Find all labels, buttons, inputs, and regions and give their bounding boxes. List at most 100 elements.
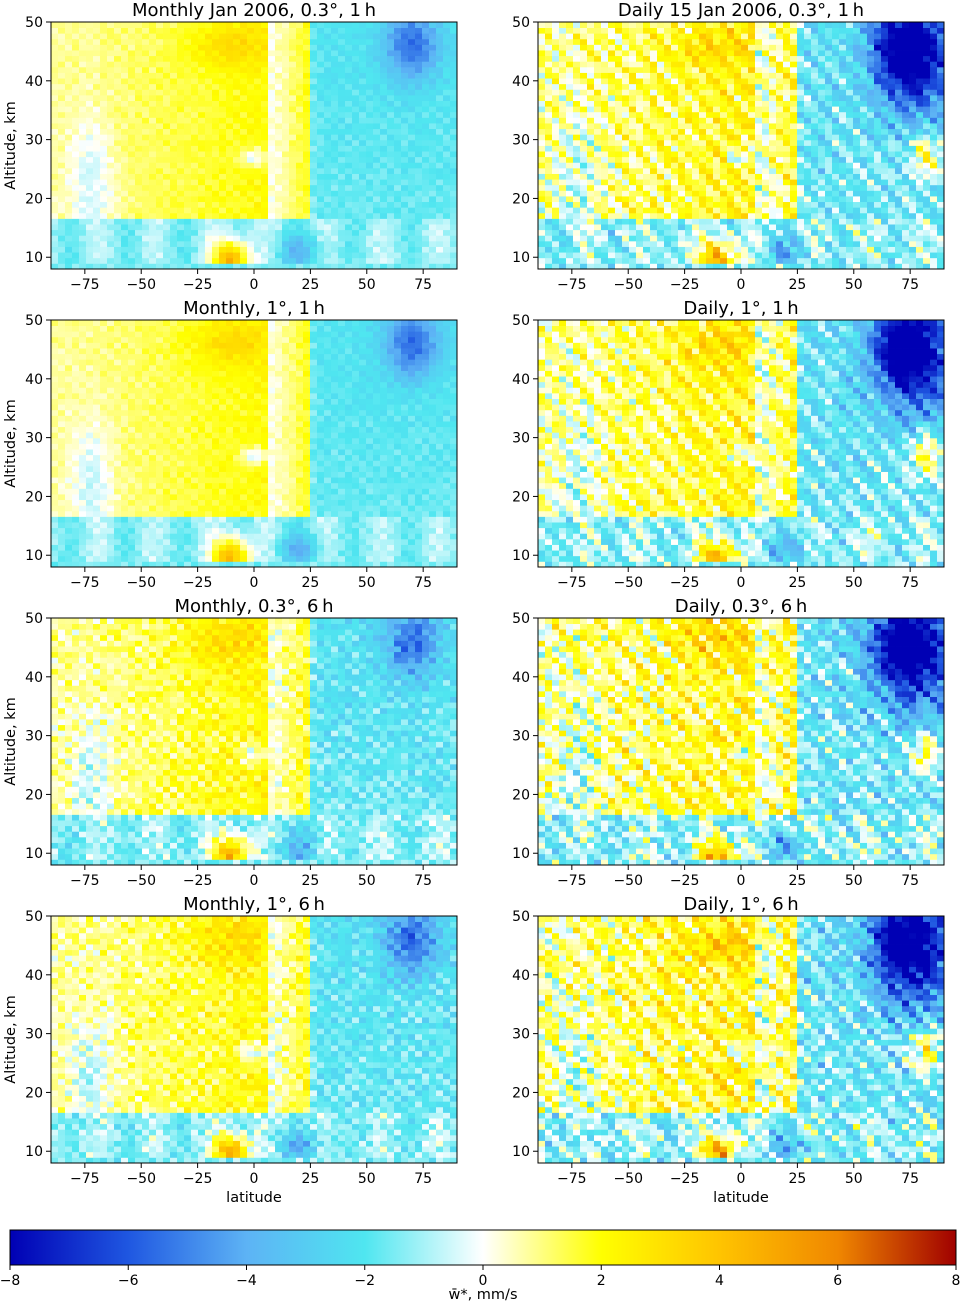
heatmap-cell — [825, 224, 832, 230]
heatmap-cell — [422, 207, 429, 213]
heatmap-cell — [601, 89, 608, 95]
heatmap-cell — [443, 258, 450, 264]
heatmap-cell — [65, 61, 72, 67]
heatmap-cell — [72, 224, 79, 230]
heatmap-cell — [429, 117, 436, 123]
heatmap-cell — [538, 162, 545, 168]
heatmap-cell — [450, 84, 457, 90]
heatmap-cell — [783, 207, 790, 213]
heatmap-cell — [804, 202, 811, 208]
heatmap-cell — [580, 89, 587, 95]
heatmap-cell — [240, 117, 247, 123]
heatmap-cell — [825, 258, 832, 264]
heatmap-cell — [191, 190, 198, 196]
heatmap-cell — [811, 33, 818, 39]
heatmap-cell — [741, 123, 748, 129]
heatmap-cell — [86, 157, 93, 163]
heatmap-cell — [254, 56, 261, 62]
heatmap-cell — [888, 218, 895, 224]
heatmap-cell — [114, 252, 121, 258]
heatmap-cell — [846, 258, 853, 264]
heatmap-cell — [324, 258, 331, 264]
heatmap-cell — [720, 50, 727, 56]
heatmap-cell — [783, 263, 790, 269]
heatmap-cell — [345, 218, 352, 224]
heatmap-cell — [380, 101, 387, 107]
heatmap-cell — [839, 263, 846, 269]
heatmap-cell — [825, 22, 832, 28]
heatmap-cell — [755, 162, 762, 168]
heatmap-cell — [622, 134, 629, 140]
heatmap-cell — [685, 168, 692, 174]
heatmap-cell — [310, 22, 317, 28]
heatmap-cell — [566, 258, 573, 264]
heatmap-cell — [212, 174, 219, 180]
heatmap-cell — [233, 106, 240, 112]
heatmap-cell — [636, 174, 643, 180]
heatmap-cell — [545, 190, 552, 196]
heatmap-cell — [149, 174, 156, 180]
heatmap-cell — [282, 258, 289, 264]
heatmap-cell — [895, 252, 902, 258]
heatmap-cell — [429, 207, 436, 213]
heatmap-cell — [755, 207, 762, 213]
heatmap-cell — [275, 61, 282, 67]
heatmap-cell — [205, 174, 212, 180]
heatmap-cell — [895, 179, 902, 185]
heatmap-cell — [303, 39, 310, 45]
heatmap-cell — [748, 33, 755, 39]
heatmap-cell — [839, 151, 846, 157]
heatmap-cell — [762, 101, 769, 107]
heatmap-cell — [156, 196, 163, 202]
heatmap-cell — [615, 179, 622, 185]
heatmap-cell — [629, 78, 636, 84]
heatmap-cell — [324, 146, 331, 152]
heatmap-cell — [650, 151, 657, 157]
heatmap-cell — [713, 44, 720, 50]
heatmap-cell — [303, 241, 310, 247]
heatmap-cell — [762, 89, 769, 95]
heatmap-cell — [233, 50, 240, 56]
heatmap-cell — [156, 78, 163, 84]
heatmap-cell — [804, 67, 811, 73]
heatmap-cell — [881, 44, 888, 50]
heatmap-cell — [86, 101, 93, 107]
heatmap-cell — [566, 185, 573, 191]
heatmap-cell — [636, 151, 643, 157]
heatmap-cell — [909, 218, 916, 224]
heatmap-cell — [699, 224, 706, 230]
heatmap-cell — [769, 247, 776, 253]
heatmap-cell — [128, 129, 135, 135]
heatmap-cell — [443, 235, 450, 241]
heatmap-cell — [268, 44, 275, 50]
heatmap-cell — [629, 22, 636, 28]
heatmap-cell — [401, 73, 408, 79]
heatmap-cell — [114, 190, 121, 196]
heatmap-cell — [233, 67, 240, 73]
heatmap-cell — [289, 67, 296, 73]
heatmap-cell — [226, 33, 233, 39]
heatmap-cell — [128, 230, 135, 236]
heatmap-cell — [734, 89, 741, 95]
heatmap-cell — [268, 33, 275, 39]
heatmap-cell — [699, 168, 706, 174]
heatmap-cell — [580, 50, 587, 56]
heatmap-cell — [226, 213, 233, 219]
heatmap-cell — [664, 258, 671, 264]
heatmap-cell — [331, 230, 338, 236]
heatmap-cell — [615, 185, 622, 191]
heatmap-cell — [135, 174, 142, 180]
heatmap-cell — [149, 89, 156, 95]
heatmap-cell — [261, 61, 268, 67]
heatmap-cell — [664, 50, 671, 56]
heatmap-cell — [720, 95, 727, 101]
heatmap-cell — [538, 44, 545, 50]
heatmap-cell — [58, 140, 65, 146]
heatmap-cell — [818, 50, 825, 56]
heatmap-cell — [366, 39, 373, 45]
heatmap-cell — [408, 61, 415, 67]
heatmap-cell — [303, 247, 310, 253]
heatmap-cell — [352, 247, 359, 253]
heatmap-cell — [706, 101, 713, 107]
heatmap-cell — [650, 112, 657, 118]
